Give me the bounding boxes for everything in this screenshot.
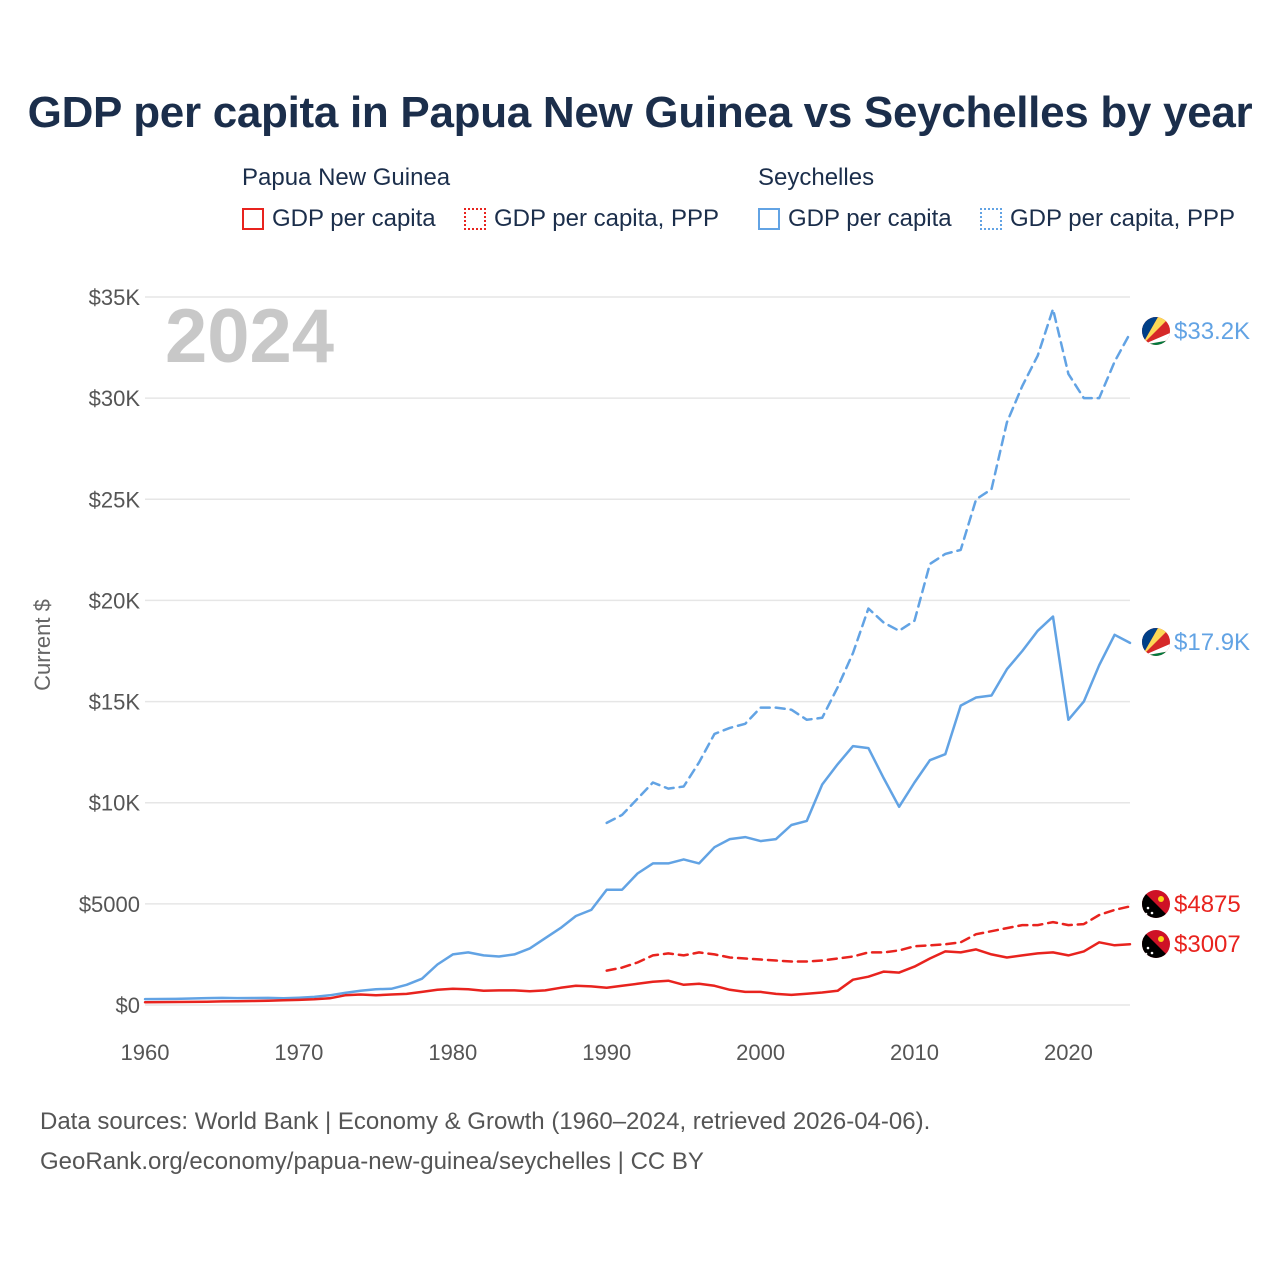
y-tick-label: $25K <box>89 487 141 512</box>
legend-label: GDP per capita, PPP <box>1010 205 1235 232</box>
x-tick-label: 1960 <box>121 1040 170 1065</box>
legend-item-png-gdp-ppp[interactable]: GDP per capita, PPP <box>464 205 719 233</box>
end-label-png-gdp: $3007 <box>1174 931 1241 958</box>
y-tick-label: $35K <box>89 285 141 310</box>
x-tick-label: 2020 <box>1044 1040 1093 1065</box>
x-tick-label: 1990 <box>582 1040 631 1065</box>
line-chart: $0 $5000 $10K $15K $20K $25K $30K $35K 1960 1970… <box>30 285 1250 1065</box>
papua-new-guinea-flag-icon <box>1142 890 1170 918</box>
end-label-png-ppp: $4875 <box>1174 891 1241 918</box>
x-tick-label: 1970 <box>274 1040 323 1065</box>
series-lines <box>143 307 1132 1004</box>
x-tick-label: 1980 <box>428 1040 477 1065</box>
y-axis-label: Current $ <box>30 599 55 691</box>
x-tick-label: 2000 <box>736 1040 785 1065</box>
y-tick-label: $0 <box>116 993 140 1018</box>
legend-swatch-solid-blue <box>758 208 780 230</box>
legend-swatch-dotted-blue <box>980 208 1002 230</box>
legend-label: GDP per capita, PPP <box>494 205 719 232</box>
legend-item-syc-gdp-ppp[interactable]: GDP per capita, PPP <box>980 205 1235 233</box>
series-line-papua-new-guinea-gdp-per-capita-ppp[interactable] <box>605 905 1132 972</box>
gridlines <box>145 296 1130 1006</box>
y-tick-label: $5000 <box>79 892 140 917</box>
legend-item-syc-gdp[interactable]: GDP per capita <box>758 205 952 233</box>
x-tick-label: 2010 <box>890 1040 939 1065</box>
x-axis-ticks: 1960 1970 1980 1990 2000 2010 2020 <box>121 1040 1093 1065</box>
legend-label: GDP per capita <box>788 205 952 232</box>
seychelles-flag-icon <box>1142 317 1170 345</box>
y-tick-label: $30K <box>89 386 141 411</box>
seychelles-flag-icon <box>1142 628 1170 656</box>
series-line-seychelles-gdp-per-capita[interactable] <box>143 615 1132 1001</box>
end-label-seychelles-gdp: $17.9K <box>1174 629 1250 656</box>
footer-link[interactable]: GeoRank.org/economy/papua-new-guinea/sey… <box>40 1148 704 1175</box>
papua-new-guinea-flag-icon <box>1142 930 1170 958</box>
legend-swatch-dotted-red <box>464 208 486 230</box>
series-line-papua-new-guinea-gdp-per-capita[interactable] <box>143 941 1132 1004</box>
y-axis-ticks: $0 $5000 $10K $15K $20K $25K $30K $35K <box>79 285 141 1018</box>
year-watermark: 2024 <box>165 294 334 379</box>
legend-label: GDP per capita <box>272 205 436 232</box>
end-label-seychelles-ppp: $33.2K <box>1174 318 1250 345</box>
y-tick-label: $15K <box>89 690 141 715</box>
legend-group-seychelles: Seychelles <box>758 164 875 191</box>
series-line-seychelles-gdp-per-capita-ppp[interactable] <box>605 307 1132 825</box>
y-tick-label: $10K <box>89 791 141 816</box>
y-tick-label: $20K <box>89 588 141 613</box>
legend-group-papua-new-guinea: Papua New Guinea <box>242 164 451 191</box>
footer-sources: Data sources: World Bank | Economy & Gro… <box>40 1108 931 1135</box>
legend-swatch-solid-red <box>242 208 264 230</box>
legend-item-png-gdp[interactable]: GDP per capita <box>242 205 436 233</box>
chart-title: GDP per capita in Papua New Guinea vs Se… <box>27 88 1253 137</box>
